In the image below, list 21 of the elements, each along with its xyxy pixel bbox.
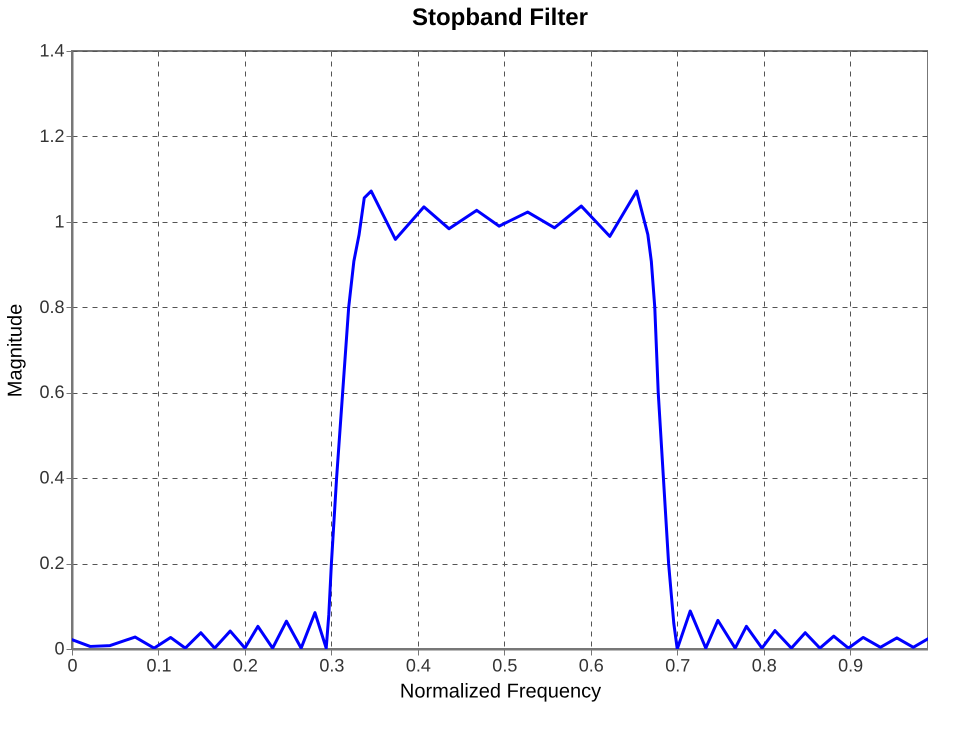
x-tick-label: 0.1 — [146, 656, 172, 676]
y-tick-label: 0.6 — [39, 382, 64, 402]
y-axis-title: Magnitude — [4, 304, 26, 398]
y-tick-label: 0.8 — [39, 296, 64, 317]
x-tick-label: 0.5 — [492, 656, 518, 676]
x-tick-label: 0.6 — [578, 656, 604, 676]
y-tick-label: 1.2 — [39, 126, 64, 146]
x-axis-title: Normalized Frequency — [400, 680, 602, 702]
x-tick-label: 0.8 — [752, 656, 777, 676]
y-tick-label: 1.4 — [39, 40, 64, 60]
y-tick-label: 0.2 — [39, 553, 64, 574]
x-tick-label: 0.3 — [319, 656, 344, 676]
y-tick-label: 1 — [54, 211, 64, 232]
y-tick-label: 0.4 — [39, 468, 64, 488]
x-tick-label: 0.7 — [665, 656, 690, 676]
x-tick-label: 0.2 — [232, 656, 258, 676]
y-tick-label: 0 — [54, 638, 64, 658]
chart-title: Stopband Filter — [412, 4, 588, 31]
x-tick-label: 0.9 — [838, 656, 864, 676]
x-tick-label: 0.4 — [406, 656, 431, 676]
x-tick-label: 0 — [67, 656, 78, 676]
